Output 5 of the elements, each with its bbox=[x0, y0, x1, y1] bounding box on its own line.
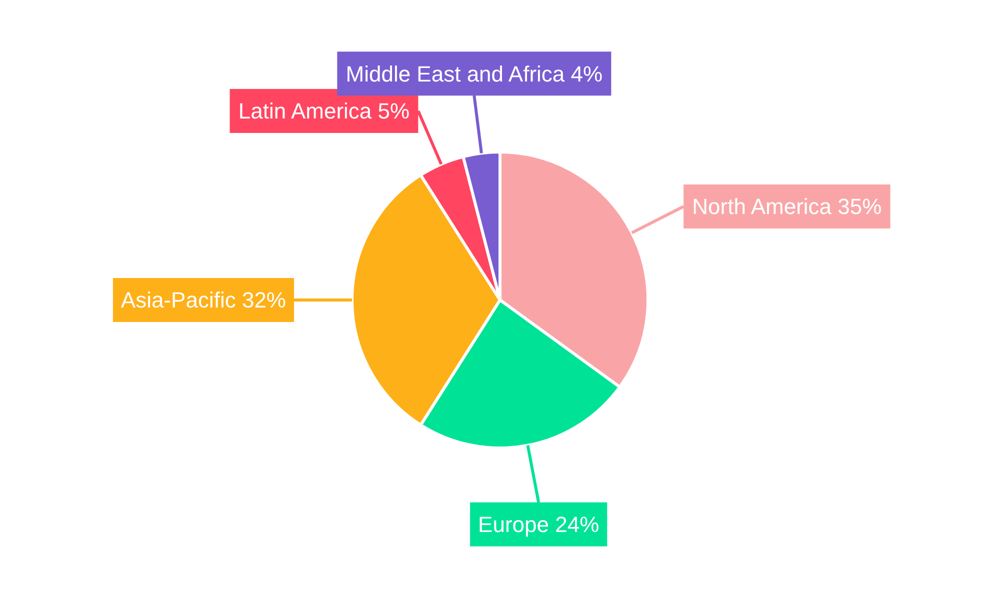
slice-label: Asia-Pacific 32% bbox=[120, 288, 286, 313]
slice-label: North America 35% bbox=[692, 194, 882, 220]
slice-label: Middle East and Africa 4% bbox=[346, 61, 603, 86]
slice-label: Europe 24% bbox=[478, 512, 600, 538]
slice-label: Latin America 5% bbox=[238, 98, 410, 124]
